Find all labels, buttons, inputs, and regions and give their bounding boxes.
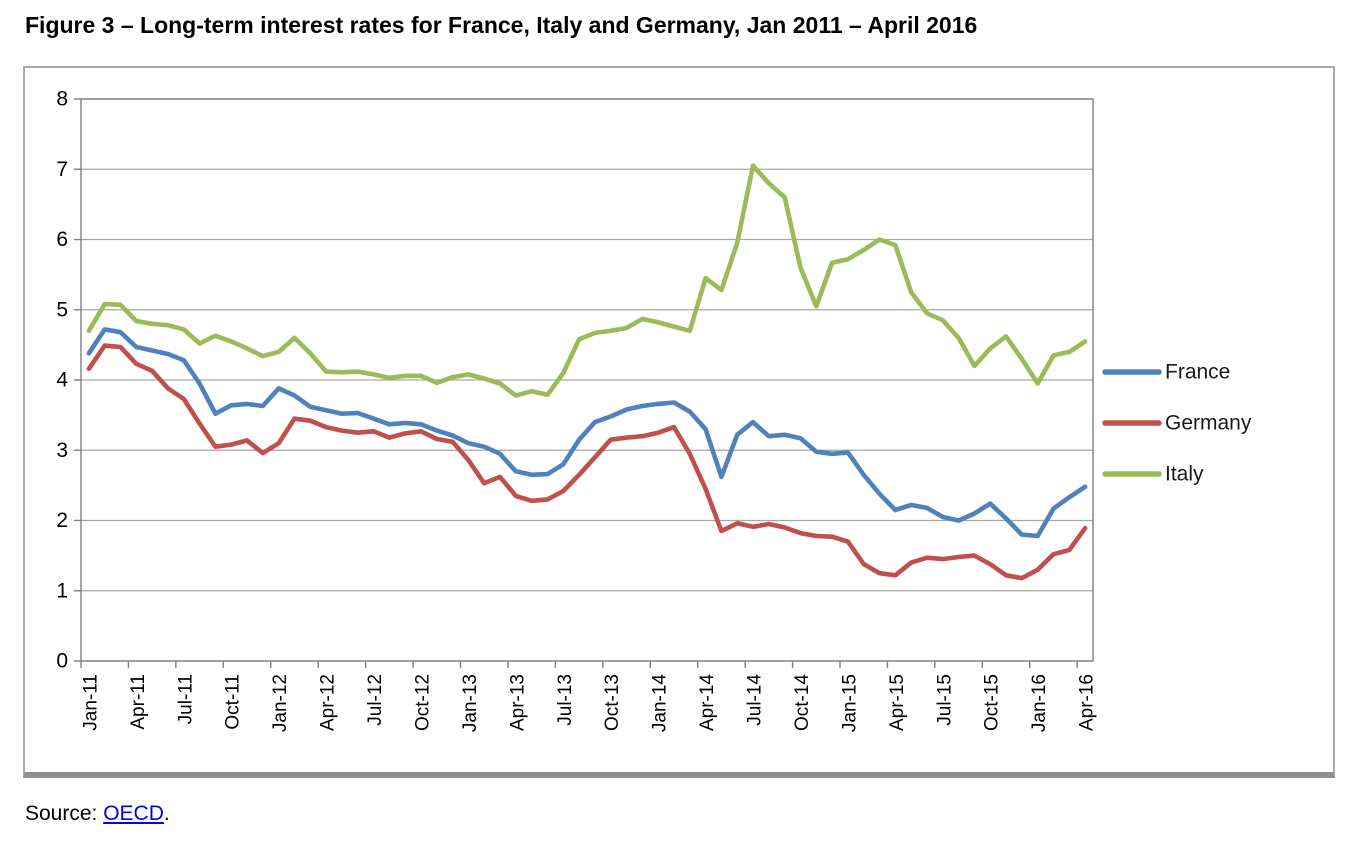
legend-label-germany: Germany [1165, 412, 1252, 435]
x-tick-label: Jul-14 [745, 674, 766, 726]
x-tick-label: Apr-12 [318, 674, 339, 731]
y-tick-label: 5 [56, 298, 68, 321]
y-tick-label: 7 [56, 158, 68, 181]
x-tick-label: Apr-16 [1077, 674, 1098, 731]
source-line: Source: OECD. [25, 802, 170, 826]
y-tick-label: 0 [56, 650, 68, 673]
x-tick-label: Jul-12 [365, 674, 386, 726]
x-tick-label: Jan-11 [80, 674, 101, 731]
x-tick-label: Jan-13 [460, 674, 481, 732]
x-tick-label: Jan-15 [839, 674, 860, 732]
source-suffix: . [163, 802, 170, 825]
x-tick-label: Apr-11 [128, 674, 149, 730]
series-line-france [86, 327, 1088, 539]
legend-label-italy: Italy [1165, 463, 1204, 486]
x-tick-label: Jul-15 [934, 674, 955, 726]
x-tick-label: Apr-13 [507, 674, 528, 731]
x-tick-label: Oct-15 [982, 674, 1003, 731]
figure-title: Figure 3 – Long-term interest rates for … [25, 12, 978, 38]
y-tick-label: 8 [56, 88, 68, 111]
x-tick-label: Jan-16 [1029, 674, 1050, 732]
x-tick-label: Jan-14 [650, 674, 671, 733]
x-tick-label: Oct-13 [602, 674, 623, 731]
y-tick-label: 6 [56, 228, 68, 251]
x-tick-label: Jul-13 [555, 674, 576, 726]
x-tick-label: Apr-14 [697, 674, 718, 731]
x-tick-label: Apr-15 [887, 674, 908, 731]
x-tick-label: Oct-11 [223, 674, 244, 730]
x-tick-label: Oct-12 [412, 674, 433, 731]
x-tick-label: Oct-14 [792, 674, 813, 731]
chart-frame: 0 1 2 3 4 5 6 7 8 Jan-11 Apr-11 Jul-11 Oct-11 Jan-12 A… [23, 66, 1335, 778]
y-tick-label: 3 [56, 439, 68, 462]
source-link-oecd[interactable]: OECD [103, 802, 164, 825]
x-tick-label: Jul-11 [175, 674, 196, 724]
series-line-germany [86, 343, 1088, 581]
interest-rates-line-chart: 0 1 2 3 4 5 6 7 8 Jan-11 Apr-11 Jul-11 Oct-11 Jan-12 A… [56, 88, 1252, 733]
x-tick-label: Jan-12 [270, 674, 291, 732]
source-label: Source: [25, 802, 104, 825]
series-line-italy [86, 163, 1088, 398]
legend-label-france: France [1165, 361, 1230, 384]
y-tick-label: 2 [56, 509, 68, 532]
y-tick-label: 1 [56, 579, 68, 602]
y-tick-label: 4 [56, 369, 68, 392]
